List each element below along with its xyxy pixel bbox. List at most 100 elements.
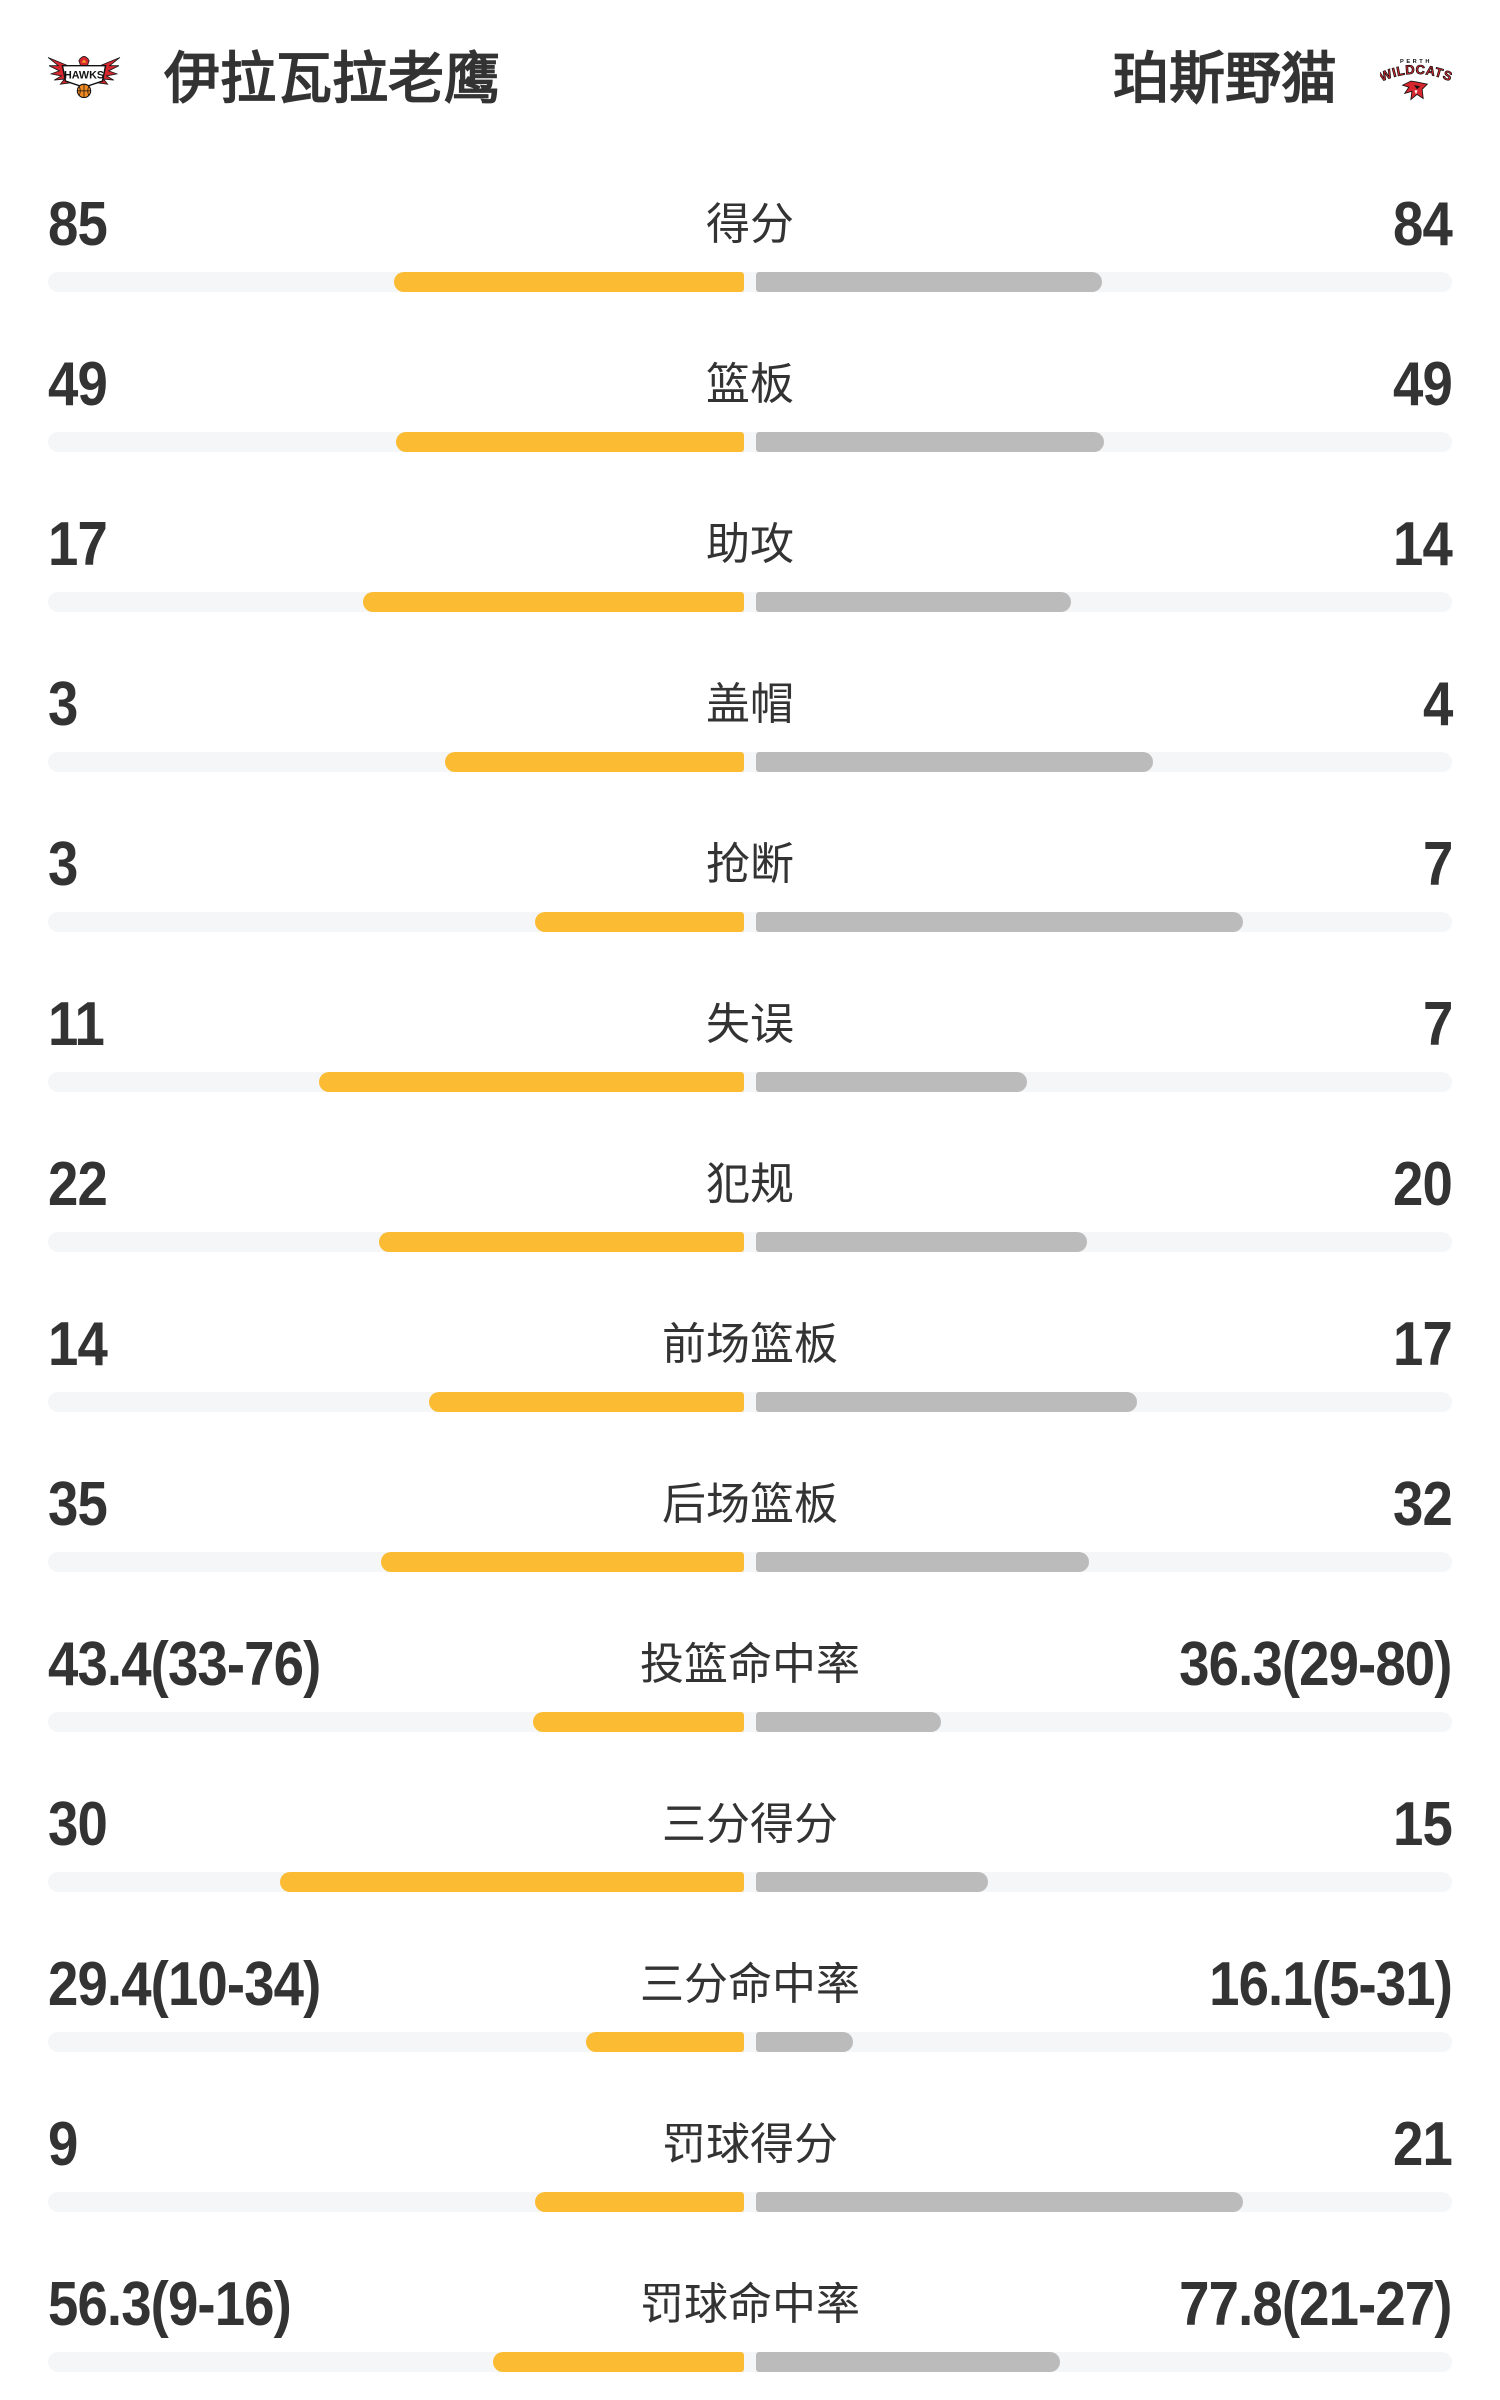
stat-bar bbox=[48, 1552, 1452, 1572]
stat-row: 14 前场篮板 17 bbox=[0, 1280, 1500, 1440]
away-bar bbox=[756, 2032, 853, 2052]
stat-text-line: 29.4(10-34) 三分命中率 16.1(5-31) bbox=[48, 1920, 1453, 2050]
home-stat-value: 9 bbox=[48, 2110, 78, 2179]
stat-text-line: 43.4(33-76) 投篮命中率 36.3(29-80) bbox=[48, 1600, 1453, 1730]
stat-row: 85 得分 84 bbox=[0, 160, 1500, 320]
bar-track bbox=[48, 272, 1452, 292]
home-bar bbox=[533, 1712, 744, 1732]
stat-text-line: 3 抢断 7 bbox=[48, 800, 1453, 930]
bar-track bbox=[48, 1552, 1452, 1572]
away-stat-value: 20 bbox=[1393, 1150, 1453, 1219]
home-stat-value: 85 bbox=[48, 190, 108, 259]
home-stat-value: 29.4(10-34) bbox=[48, 1950, 321, 2019]
away-bar bbox=[756, 272, 1102, 292]
bar-track bbox=[48, 2352, 1452, 2372]
stat-bar bbox=[48, 432, 1452, 452]
away-bar bbox=[756, 1392, 1137, 1412]
home-bar bbox=[586, 2032, 744, 2052]
home-stat-value: 14 bbox=[48, 1310, 108, 1379]
stat-bar bbox=[48, 752, 1452, 772]
home-bar bbox=[394, 272, 744, 292]
away-stat-value: 32 bbox=[1393, 1470, 1453, 1539]
stat-bar bbox=[48, 2032, 1452, 2052]
home-bar bbox=[379, 1232, 744, 1252]
home-stat-value: 43.4(33-76) bbox=[48, 1630, 321, 1699]
stat-row: 29.4(10-34) 三分命中率 16.1(5-31) bbox=[0, 1920, 1500, 2080]
stat-label: 罚球命中率 bbox=[640, 2280, 860, 2329]
stat-text-line: 35 后场篮板 32 bbox=[48, 1440, 1453, 1570]
away-stat-value: 16.1(5-31) bbox=[1209, 1950, 1453, 2019]
bar-track bbox=[48, 2032, 1452, 2052]
stat-row: 43.4(33-76) 投篮命中率 36.3(29-80) bbox=[0, 1600, 1500, 1760]
away-stat-value: 84 bbox=[1393, 190, 1453, 259]
away-stat-value: 17 bbox=[1393, 1310, 1453, 1379]
away-team-name[interactable]: 珀斯野猫 bbox=[1113, 47, 1337, 110]
stat-row: 11 失误 7 bbox=[0, 960, 1500, 1120]
away-stat-value: 14 bbox=[1393, 510, 1453, 579]
stat-text-line: 22 犯规 20 bbox=[48, 1120, 1453, 1250]
home-bar bbox=[535, 912, 744, 932]
away-bar bbox=[756, 752, 1153, 772]
home-stat-value: 30 bbox=[48, 1790, 108, 1859]
wildcats-logo-city: PERTH bbox=[1400, 59, 1432, 65]
stat-label: 得分 bbox=[706, 200, 794, 249]
stat-row: 49 篮板 49 bbox=[0, 320, 1500, 480]
wildcats-team-logo-icon[interactable]: PERTH WILDCATS bbox=[1377, 53, 1455, 105]
stat-bar bbox=[48, 2352, 1452, 2372]
stat-label: 投篮命中率 bbox=[640, 1640, 860, 1689]
stat-row: 17 助攻 14 bbox=[0, 480, 1500, 640]
home-stat-value: 49 bbox=[48, 350, 108, 419]
stat-text-line: 56.3(9-16) 罚球命中率 77.8(21-27) bbox=[48, 2240, 1453, 2370]
home-stat-value: 11 bbox=[48, 990, 105, 1059]
stat-row: 9 罚球得分 21 bbox=[0, 2080, 1500, 2240]
hawks-team-logo-icon[interactable]: HAWKS bbox=[46, 50, 122, 104]
home-team-name[interactable]: 伊拉瓦拉老鹰 bbox=[164, 47, 500, 110]
home-bar bbox=[429, 1392, 744, 1412]
away-bar bbox=[756, 432, 1104, 452]
away-bar bbox=[756, 1712, 941, 1732]
stat-bar bbox=[48, 592, 1452, 612]
stat-label: 前场篮板 bbox=[662, 1320, 838, 1369]
wildcats-logo-wordmark: WILDCATS bbox=[1377, 61, 1455, 84]
bar-track bbox=[48, 1712, 1452, 1732]
stat-label: 助攻 bbox=[706, 520, 794, 569]
home-bar bbox=[396, 432, 744, 452]
away-stat-value: 15 bbox=[1393, 1790, 1453, 1859]
away-stat-value: 77.8(21-27) bbox=[1179, 2270, 1453, 2339]
stat-label: 抢断 bbox=[706, 840, 794, 889]
home-bar bbox=[381, 1552, 744, 1572]
stat-row: 3 盖帽 4 bbox=[0, 640, 1500, 800]
stat-label: 犯规 bbox=[706, 1160, 794, 1209]
bar-track bbox=[48, 752, 1452, 772]
away-stat-value: 21 bbox=[1393, 2110, 1453, 2179]
home-stat-value: 22 bbox=[48, 1150, 108, 1219]
header: HAWKS 伊拉瓦拉老鹰 珀斯野猫 PERTH WILDCATS bbox=[0, 0, 1500, 160]
home-bar bbox=[493, 2352, 744, 2372]
away-stat-value: 49 bbox=[1393, 350, 1453, 419]
home-bar bbox=[445, 752, 744, 772]
stats-list: 85 得分 84 49 篮板 49 17 助攻 14 bbox=[0, 160, 1500, 2400]
away-stat-value: 36.3(29-80) bbox=[1179, 1630, 1453, 1699]
hawks-logo-wordmark: HAWKS bbox=[64, 70, 104, 82]
away-bar bbox=[756, 2352, 1060, 2372]
away-bar bbox=[756, 1872, 988, 1892]
home-bar bbox=[319, 1072, 744, 1092]
stat-text-line: 30 三分得分 15 bbox=[48, 1760, 1453, 1890]
bar-track bbox=[48, 1392, 1452, 1412]
stat-bar bbox=[48, 1392, 1452, 1412]
stat-bar bbox=[48, 1232, 1452, 1252]
home-stat-value: 35 bbox=[48, 1470, 108, 1539]
stat-label: 后场篮板 bbox=[662, 1480, 838, 1529]
bar-track bbox=[48, 1232, 1452, 1252]
away-bar bbox=[756, 1232, 1087, 1252]
away-stat-value: 7 bbox=[1422, 990, 1453, 1059]
away-bar bbox=[756, 912, 1243, 932]
stat-label: 三分命中率 bbox=[640, 1960, 860, 2009]
away-stat-value: 4 bbox=[1422, 670, 1453, 739]
away-bar bbox=[756, 1552, 1089, 1572]
stat-text-line: 17 助攻 14 bbox=[48, 480, 1453, 610]
stat-label: 失误 bbox=[706, 1000, 794, 1049]
stat-text-line: 9 罚球得分 21 bbox=[48, 2080, 1453, 2210]
stat-row: 35 后场篮板 32 bbox=[0, 1440, 1500, 1600]
stat-label: 盖帽 bbox=[706, 680, 794, 729]
